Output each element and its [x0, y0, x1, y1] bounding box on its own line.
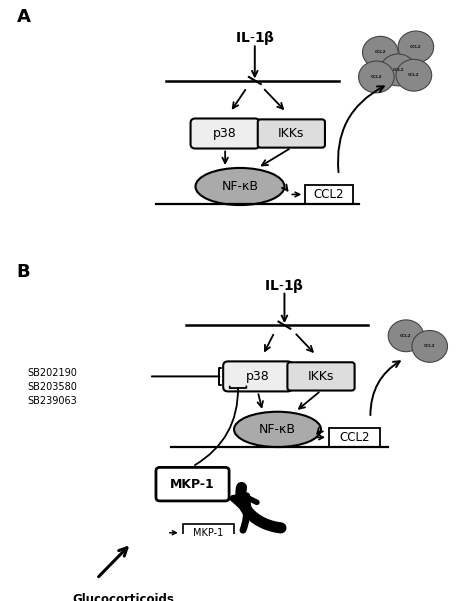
Text: p38: p38: [213, 127, 237, 140]
Text: NF-κB: NF-κB: [221, 180, 258, 193]
Text: CCL2: CCL2: [400, 334, 412, 338]
FancyBboxPatch shape: [191, 118, 260, 148]
Text: CCL2: CCL2: [408, 73, 419, 77]
Circle shape: [358, 61, 394, 93]
Ellipse shape: [234, 412, 321, 447]
Text: CCL2: CCL2: [424, 344, 436, 349]
Ellipse shape: [195, 168, 284, 205]
Text: $\mathbf{IL\text{-}1}$$\mathbf{\beta}$: $\mathbf{IL\text{-}1}$$\mathbf{\beta}$: [264, 276, 304, 294]
Text: MKP-1: MKP-1: [170, 478, 215, 490]
FancyBboxPatch shape: [258, 120, 325, 148]
Text: A: A: [17, 8, 30, 26]
Bar: [305, 185, 353, 204]
Text: CCL2: CCL2: [410, 45, 422, 49]
FancyBboxPatch shape: [223, 361, 292, 391]
Text: IKKs: IKKs: [308, 370, 334, 383]
FancyBboxPatch shape: [156, 468, 229, 501]
Text: CCL2: CCL2: [371, 75, 382, 79]
Circle shape: [388, 320, 424, 352]
Text: CCL2: CCL2: [314, 188, 344, 201]
Text: SB202190
SB203580
SB239063: SB202190 SB203580 SB239063: [27, 368, 77, 406]
Text: p38: p38: [246, 370, 270, 383]
Bar: [329, 428, 380, 447]
Text: $\mathbf{IL\text{-}1}$$\mathbf{\beta}$: $\mathbf{IL\text{-}1}$$\mathbf{\beta}$: [235, 29, 275, 47]
Circle shape: [398, 31, 434, 63]
Text: IKKs: IKKs: [278, 127, 304, 140]
Circle shape: [380, 54, 416, 86]
Text: CCL2: CCL2: [392, 68, 404, 72]
Circle shape: [412, 331, 447, 362]
Text: CCL2: CCL2: [339, 431, 370, 444]
Text: CCL2: CCL2: [374, 50, 386, 54]
Text: NF-κB: NF-κB: [259, 423, 296, 436]
Circle shape: [363, 36, 398, 68]
Text: MKP-1: MKP-1: [193, 528, 223, 538]
Text: Glucocorticoids: Glucocorticoids: [72, 593, 174, 601]
Text: B: B: [17, 263, 30, 281]
Bar: [182, 524, 234, 542]
FancyBboxPatch shape: [287, 362, 355, 391]
Circle shape: [396, 59, 432, 91]
